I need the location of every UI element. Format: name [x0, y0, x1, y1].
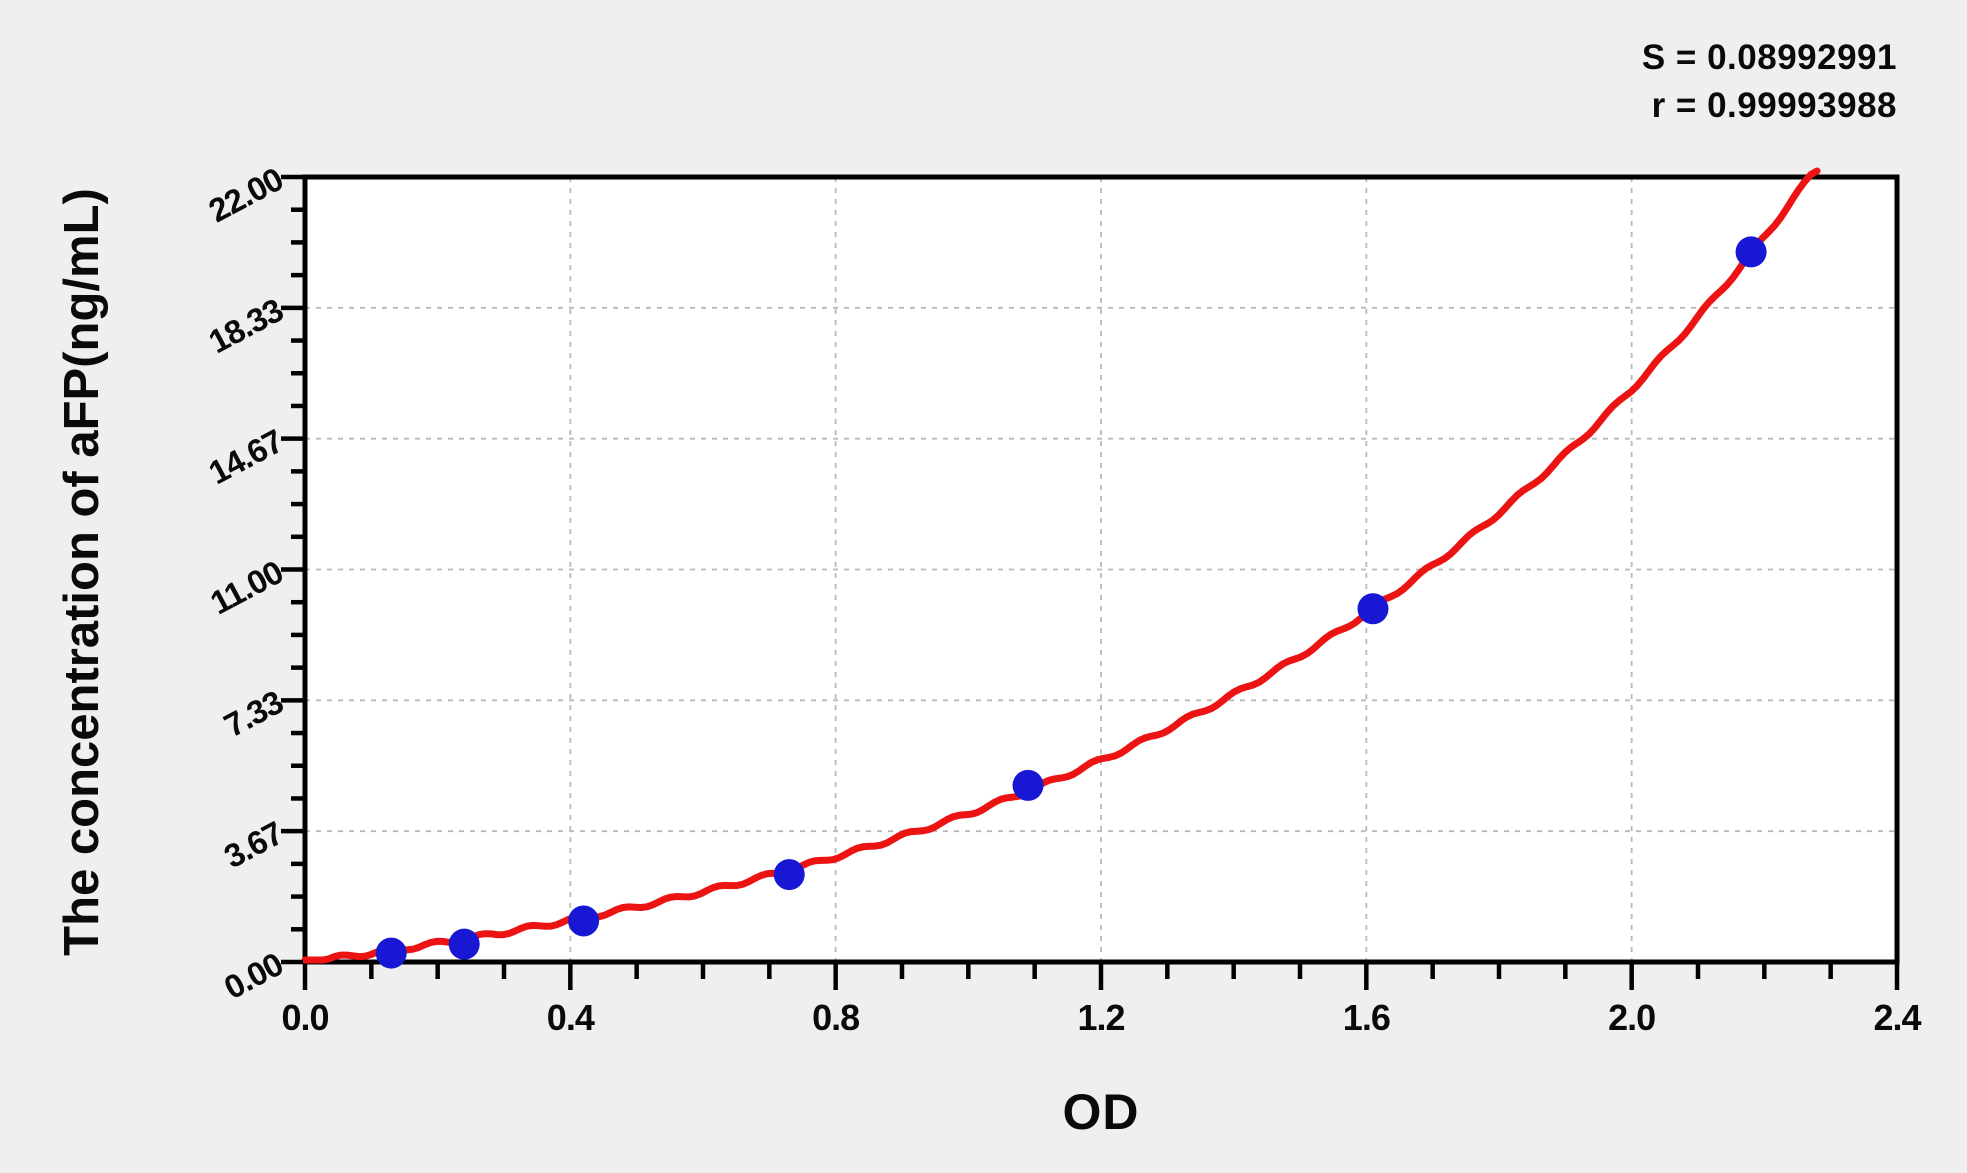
data-point [375, 937, 407, 969]
data-point [1012, 769, 1044, 801]
axis-frame [302, 174, 1900, 965]
x-tick-label: 1.6 [1342, 997, 1391, 1038]
fit-statistics: S = 0.08992991 r = 0.99993988 [1642, 34, 1897, 130]
data-point [773, 859, 805, 891]
x-tick-label: 0.4 [546, 997, 595, 1038]
x-tick-label: 0.8 [812, 997, 860, 1038]
data-point [1357, 593, 1389, 625]
stat-s-value: S = 0.08992991 [1641, 38, 1897, 77]
x-tick-label: 2.0 [1608, 997, 1656, 1038]
x-tick-label: 1.2 [1077, 997, 1125, 1038]
y-axis-title: The concentration of aFP(ng/mL) [55, 188, 109, 956]
x-tick-label: 2.4 [1873, 997, 1921, 1038]
fitted-curve [301, 167, 1821, 964]
x-tick-label: 0.0 [281, 997, 329, 1038]
data-point [448, 928, 480, 960]
data-point [1735, 236, 1767, 268]
stat-r-value: r = 0.99993988 [1651, 86, 1897, 125]
data-point [568, 905, 600, 937]
x-axis-title: OD [1062, 1084, 1140, 1140]
